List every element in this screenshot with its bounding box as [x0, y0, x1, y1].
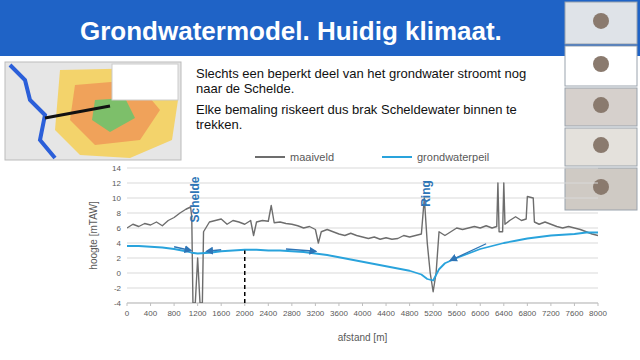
series-line [127, 233, 598, 281]
video-tile [565, 128, 637, 166]
paragraph-line: Elke bemaling riskeert dus brak Scheldew… [196, 102, 517, 117]
x-tick-label: 800 [167, 309, 181, 318]
y-tick-label: 0 [117, 269, 122, 278]
map-river [10, 65, 55, 158]
y-tick-label: 12 [112, 179, 121, 188]
x-tick-label: 2400 [259, 309, 277, 318]
header-bar [0, 0, 640, 56]
slide: Grondwatermodel. Huidig klimaat. Slechts … [0, 0, 640, 360]
paragraph-line: naar de Schelde. [196, 81, 294, 96]
x-tick-label: 2800 [283, 309, 301, 318]
map [5, 62, 181, 160]
legend-label: grondwaterpeil [417, 151, 489, 163]
video-tile [565, 168, 637, 210]
y-tick-label: 2 [117, 254, 122, 263]
x-tick-label: 4000 [354, 309, 372, 318]
video-tile [565, 88, 637, 126]
x-tick-label: 0 [125, 309, 130, 318]
flow-arrow [207, 250, 221, 252]
x-tick-label: 7600 [566, 309, 584, 318]
x-tick-label: 7200 [542, 309, 560, 318]
x-tick-label: 1600 [212, 309, 230, 318]
reference-line [244, 251, 246, 304]
legend-swatch [382, 156, 412, 158]
x-tick-label: 1200 [189, 309, 207, 318]
x-tick-label: 6800 [518, 309, 536, 318]
chart: -4 -2 0 2 4 6 8 10 12 14 0 400 800 1200 1600 2000 2400 28… [88, 151, 607, 343]
map-zone [92, 98, 135, 132]
x-tick-label: 8000 [589, 309, 607, 318]
y-tick-label: 14 [112, 164, 121, 173]
paragraph-line: Slechts een beperkt deel van het grondwa… [196, 66, 526, 81]
x-tick-label: 5200 [424, 309, 442, 318]
x-axis-line [127, 303, 598, 304]
legend-swatch [255, 156, 285, 158]
annotation: Ring [419, 180, 433, 207]
y-tick-label: 8 [117, 209, 122, 218]
x-tick-label: 3600 [330, 309, 348, 318]
background [0, 0, 640, 360]
x-tick-label: 4400 [377, 309, 395, 318]
flow-arrow [451, 244, 486, 261]
grid-line [127, 288, 598, 289]
y-tick-label: -4 [114, 299, 122, 308]
video-person [593, 56, 609, 72]
video-person [593, 179, 609, 195]
map-frame [5, 62, 181, 160]
annotation: Schelde [188, 176, 202, 222]
legend-label: maaiveld [290, 151, 334, 163]
y-axis-label: hoogte [mTAW] [88, 201, 99, 270]
x-tick-label: 4800 [401, 309, 419, 318]
video-person [593, 13, 609, 29]
paragraph-line: trekken. [196, 117, 242, 132]
grid-line [127, 168, 598, 169]
flow-arrow [286, 249, 315, 251]
slide-title: Grondwatermodel. Huidig klimaat. [80, 16, 502, 46]
y-tick-label: 10 [112, 194, 121, 203]
map-section-line [45, 106, 110, 118]
video-tile [565, 2, 637, 44]
grid-line [127, 228, 598, 229]
x-axis-label: afstand [m] [338, 332, 388, 343]
x-tick-label: 3200 [307, 309, 325, 318]
x-tick-label: 400 [144, 309, 158, 318]
grid-line [127, 243, 598, 244]
grid-line [127, 303, 598, 304]
x-tick-label: 2000 [236, 309, 254, 318]
y-tick-label: -2 [114, 284, 122, 293]
grid-line [127, 273, 598, 274]
x-tick-label: 6000 [471, 309, 489, 318]
map-legend [112, 64, 178, 100]
y-tick-label: 6 [117, 224, 122, 233]
x-tick-label: 5600 [448, 309, 466, 318]
video-person [593, 97, 609, 113]
x-tick-label: 6400 [495, 309, 513, 318]
video-person [593, 137, 609, 153]
y-tick-label: 4 [117, 239, 122, 248]
flow-arrow [174, 247, 190, 251]
video-tile [565, 46, 637, 86]
